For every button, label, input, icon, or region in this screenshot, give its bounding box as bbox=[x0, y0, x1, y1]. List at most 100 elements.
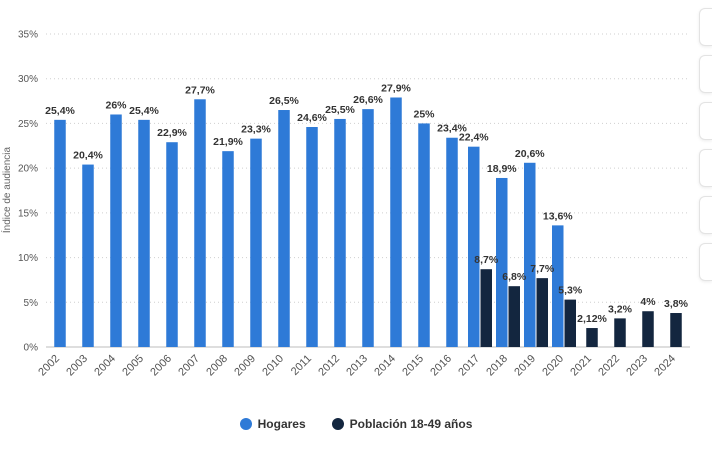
x-tick-label: 2004 bbox=[92, 353, 118, 379]
x-tick-label: 2007 bbox=[176, 353, 202, 379]
bar-poblacion[interactable] bbox=[565, 300, 577, 347]
side-toolbar-button[interactable] bbox=[699, 149, 712, 187]
y-tick-label: 35% bbox=[18, 30, 38, 41]
bar-hogares[interactable] bbox=[110, 114, 122, 347]
data-label: 21,9% bbox=[213, 136, 243, 148]
data-label: 27,7% bbox=[185, 84, 215, 96]
side-toolbar-button[interactable] bbox=[699, 196, 712, 234]
x-tick-label: 2015 bbox=[400, 353, 426, 379]
x-tick-label: 2012 bbox=[316, 353, 342, 379]
x-tick-label: 2013 bbox=[344, 353, 370, 379]
bar-poblacion[interactable] bbox=[670, 313, 682, 347]
side-toolbar-button[interactable] bbox=[699, 55, 712, 93]
x-tick-label: 2018 bbox=[484, 353, 510, 379]
data-label: 25,4% bbox=[129, 105, 159, 117]
legend: Hogares Población 18-49 años bbox=[0, 412, 712, 436]
bar-poblacion[interactable] bbox=[509, 286, 521, 347]
x-tick-label: 2020 bbox=[540, 353, 566, 379]
data-label: 8,7% bbox=[474, 254, 499, 266]
x-tick-label: 2019 bbox=[512, 353, 538, 379]
legend-item-hogares[interactable]: Hogares bbox=[240, 417, 306, 431]
y-tick-label: 30% bbox=[18, 74, 38, 85]
bar-chart: 0% 5% 10% 15% 20% 25% 30% 35% Índice de audienc… bbox=[0, 0, 712, 451]
bar-hogares[interactable] bbox=[524, 163, 536, 347]
data-label: 3,8% bbox=[664, 298, 689, 310]
data-label: 22,9% bbox=[157, 127, 187, 139]
y-axis: 0% 5% 10% 15% 20% 25% 30% 35% bbox=[18, 30, 38, 354]
y-tick-label: 5% bbox=[24, 298, 39, 309]
data-label: 18,9% bbox=[487, 163, 517, 175]
data-label: 6,8% bbox=[502, 271, 527, 283]
x-tick-label: 2005 bbox=[120, 353, 146, 379]
bar-poblacion[interactable] bbox=[642, 311, 654, 347]
x-tick-label: 2017 bbox=[456, 353, 482, 379]
y-tick-label: 0% bbox=[24, 343, 39, 354]
data-label: 24,6% bbox=[297, 112, 327, 124]
bar-poblacion[interactable] bbox=[614, 318, 626, 347]
bar-hogares[interactable] bbox=[334, 119, 346, 347]
data-label: 25,4% bbox=[45, 105, 75, 117]
x-tick-label: 2009 bbox=[232, 353, 258, 379]
data-label: 20,6% bbox=[515, 148, 545, 160]
side-toolbar-button[interactable] bbox=[699, 102, 712, 140]
data-label: 23,3% bbox=[241, 124, 271, 136]
x-tick-label: 2016 bbox=[428, 353, 454, 379]
bar-hogares[interactable] bbox=[222, 151, 234, 347]
data-label: 7,7% bbox=[530, 263, 555, 275]
data-label: 26,5% bbox=[269, 95, 299, 107]
bar-hogares[interactable] bbox=[306, 127, 318, 347]
y-axis-label: Índice de audiencia bbox=[0, 146, 13, 233]
x-tick-label: 2010 bbox=[260, 353, 286, 379]
bar-hogares[interactable] bbox=[138, 120, 150, 347]
x-axis: 2002 2003 2004 2005 2006 2007 2008 2009 2010 2011… bbox=[36, 353, 678, 379]
bar-hogares[interactable] bbox=[390, 97, 402, 347]
legend-label-poblacion: Población 18-49 años bbox=[350, 417, 473, 431]
legend-marker-poblacion bbox=[332, 418, 344, 430]
x-tick-label: 2006 bbox=[148, 353, 174, 379]
bar-hogares[interactable] bbox=[468, 147, 480, 347]
x-tick-label: 2014 bbox=[372, 353, 398, 379]
bar-hogares[interactable] bbox=[362, 109, 374, 347]
side-toolbar-button[interactable] bbox=[699, 243, 712, 281]
bar-hogares[interactable] bbox=[82, 165, 94, 347]
y-tick-label: 10% bbox=[18, 253, 38, 264]
y-tick-label: 25% bbox=[18, 119, 38, 130]
side-toolbar-button[interactable] bbox=[699, 8, 712, 46]
bars-layer bbox=[54, 97, 682, 347]
bar-hogares[interactable] bbox=[446, 138, 458, 347]
data-label: 20,4% bbox=[73, 150, 103, 162]
bar-poblacion[interactable] bbox=[481, 269, 493, 347]
bar-hogares[interactable] bbox=[194, 99, 206, 347]
bar-hogares[interactable] bbox=[418, 123, 430, 347]
bar-poblacion[interactable] bbox=[586, 328, 598, 347]
y-tick-label: 15% bbox=[18, 208, 38, 219]
bar-hogares[interactable] bbox=[166, 142, 178, 347]
data-label: 22,4% bbox=[459, 132, 489, 144]
legend-marker-hogares bbox=[240, 418, 252, 430]
x-tick-label: 2008 bbox=[204, 353, 230, 379]
data-label: 25% bbox=[413, 108, 435, 120]
data-label: 4% bbox=[640, 296, 656, 308]
legend-label-hogares: Hogares bbox=[258, 417, 306, 431]
x-tick-label: 2021 bbox=[568, 353, 594, 379]
data-label: 13,6% bbox=[543, 210, 573, 222]
data-label: 5,3% bbox=[558, 285, 583, 297]
legend-item-poblacion[interactable]: Población 18-49 años bbox=[332, 417, 473, 431]
data-label: 26,6% bbox=[353, 94, 383, 106]
data-label: 25,5% bbox=[325, 104, 355, 116]
data-label: 27,9% bbox=[381, 82, 411, 94]
bar-poblacion[interactable] bbox=[537, 278, 549, 347]
data-label: 2,12% bbox=[577, 313, 607, 325]
x-tick-label: 2003 bbox=[64, 353, 90, 379]
x-tick-label: 2024 bbox=[652, 353, 678, 379]
y-tick-label: 20% bbox=[18, 164, 38, 175]
x-tick-label: 2023 bbox=[624, 353, 650, 379]
x-tick-label: 2022 bbox=[596, 353, 622, 379]
data-label: 3,2% bbox=[608, 303, 633, 315]
bar-hogares[interactable] bbox=[278, 110, 290, 347]
data-label: 26% bbox=[105, 99, 127, 111]
bar-hogares[interactable] bbox=[250, 139, 262, 347]
x-tick-label: 2011 bbox=[289, 353, 314, 378]
bar-hogares[interactable] bbox=[54, 120, 66, 347]
x-tick-label: 2002 bbox=[36, 353, 62, 379]
